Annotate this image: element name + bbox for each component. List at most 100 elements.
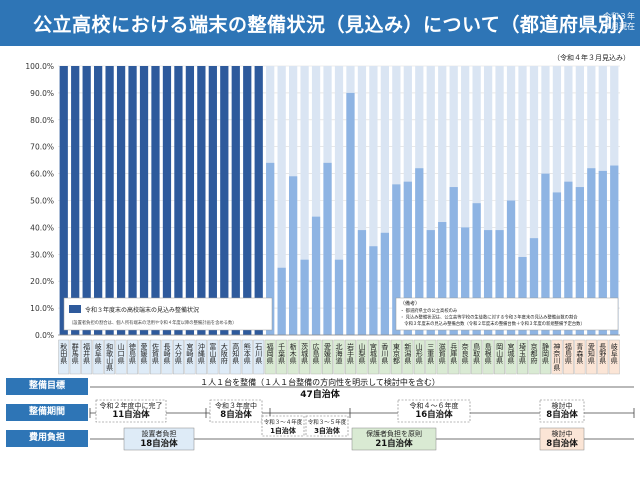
bar-background — [529, 66, 539, 335]
x-tick-label: 徳島県 — [129, 342, 137, 365]
bar — [587, 168, 596, 335]
x-tick-label: 埼玉県 — [519, 342, 527, 365]
x-tick-label: 佐賀県 — [151, 342, 159, 365]
category-box — [517, 339, 528, 375]
bar — [220, 66, 229, 335]
category-box — [608, 339, 620, 375]
legend-swatch — [69, 305, 81, 313]
category-box — [551, 339, 563, 375]
y-tick-label: 20.0% — [30, 277, 54, 286]
bar — [185, 66, 195, 335]
category-box — [207, 339, 219, 375]
note-line: ・ 見込み整備状況は、公立高等学校の生徒数に対する令和３年度末の見込み整備台数の… — [400, 314, 578, 321]
bar — [610, 165, 619, 335]
cost-count: 21自治体 — [375, 438, 413, 449]
y-tick-label: 40.0% — [30, 223, 54, 232]
row-label-period: 整備期間 — [6, 404, 88, 421]
bar — [59, 66, 68, 335]
bar — [529, 238, 539, 335]
bar — [380, 232, 390, 335]
x-tick-label: 宮崎県 — [186, 342, 194, 365]
period-title: 令和３年度中 — [215, 401, 257, 410]
x-tick-label: 群馬県 — [71, 342, 79, 365]
category-box — [276, 339, 288, 375]
category-box — [574, 339, 586, 375]
y-tick-label: 60.0% — [30, 170, 54, 179]
bar — [300, 259, 309, 335]
category-box — [150, 339, 161, 375]
category-box — [184, 339, 196, 375]
category-box — [585, 339, 597, 375]
bar — [334, 259, 344, 335]
period-title: 令和３～４年度 — [264, 418, 303, 426]
bar-background — [495, 66, 504, 335]
x-tick-label: 島根県 — [484, 342, 492, 365]
x-tick-label: 秋田県 — [60, 342, 68, 365]
x-tick-label: 愛知県 — [587, 342, 595, 365]
bar — [506, 200, 516, 335]
bar — [82, 66, 91, 335]
period-box — [397, 399, 471, 423]
category-box — [115, 339, 127, 375]
x-tick-label: 滋賀県 — [438, 342, 446, 365]
category-box — [597, 339, 609, 375]
x-tick-label: 富山県 — [209, 342, 217, 365]
category-box — [356, 339, 368, 375]
x-tick-label: 熊本県 — [243, 342, 251, 365]
category-box — [345, 339, 356, 375]
period-box — [209, 399, 263, 423]
bar — [552, 192, 562, 335]
bar — [151, 66, 160, 335]
category-box — [264, 339, 276, 375]
category-box — [241, 339, 253, 375]
bar-background — [461, 66, 470, 335]
bar — [231, 66, 240, 335]
legend-sub: （設置者負担の割合は、個人所有端末の活用や令和４年度以降の整備計画を含める数） — [69, 319, 237, 326]
period-title: 検討中 — [552, 401, 573, 410]
period-count: 11自治体 — [112, 409, 150, 420]
x-tick-label: 広島県 — [312, 342, 320, 365]
legend-label: 令和３年度末の高校端末の見込み整備状況 — [85, 306, 199, 314]
x-tick-label: 岩手県 — [346, 342, 354, 365]
bar — [472, 203, 481, 335]
bar — [541, 173, 550, 335]
bar — [598, 170, 607, 335]
period-title: 令和２年度中に完了 — [100, 401, 163, 410]
cost-title: 検討中 — [552, 429, 573, 438]
x-tick-label: 鳥取県 — [473, 342, 481, 365]
bar — [128, 66, 137, 335]
category-box — [379, 339, 391, 375]
cost-box — [539, 427, 585, 451]
period-box — [95, 399, 167, 423]
x-tick-label: 栃木県 — [289, 342, 297, 365]
period-title: 令和３～５年度 — [308, 418, 347, 426]
bar-background — [380, 66, 390, 335]
page-title: 公立高校における端末の整備状況（見込み）について（都道府県別） — [33, 14, 637, 36]
bar — [323, 162, 332, 335]
x-tick-label: 奈良県 — [461, 342, 469, 365]
bar — [415, 168, 424, 335]
category-box — [230, 339, 242, 375]
x-tick-label: 京都府 — [530, 342, 538, 365]
note-line: ・ 都道府県立の公立高校のみ — [400, 307, 458, 314]
y-tick-label: 80.0% — [30, 116, 54, 125]
bar-background — [357, 66, 367, 335]
x-tick-label: 岡山県 — [496, 343, 504, 365]
bar — [346, 92, 355, 336]
note-line: 令和３年度末の見込み整備台数（令和２年度末の整備台数＋令和３年度の新規整備予定台… — [400, 320, 585, 327]
cost-box — [123, 427, 195, 451]
x-tick-label: 長野県 — [599, 343, 607, 365]
category-box — [218, 339, 230, 375]
category-box — [253, 339, 265, 375]
category-box — [505, 339, 517, 375]
bar-background — [300, 66, 309, 335]
bar — [426, 230, 435, 335]
cost-title: 設置者負担 — [142, 429, 177, 438]
x-tick-label: 山口県 — [117, 342, 125, 365]
as-of-label: （令和４年３月見込み） — [553, 54, 630, 62]
bar — [575, 187, 584, 335]
category-box — [299, 339, 311, 375]
x-tick-label: 千葉県 — [278, 342, 286, 365]
category-box — [562, 339, 574, 375]
